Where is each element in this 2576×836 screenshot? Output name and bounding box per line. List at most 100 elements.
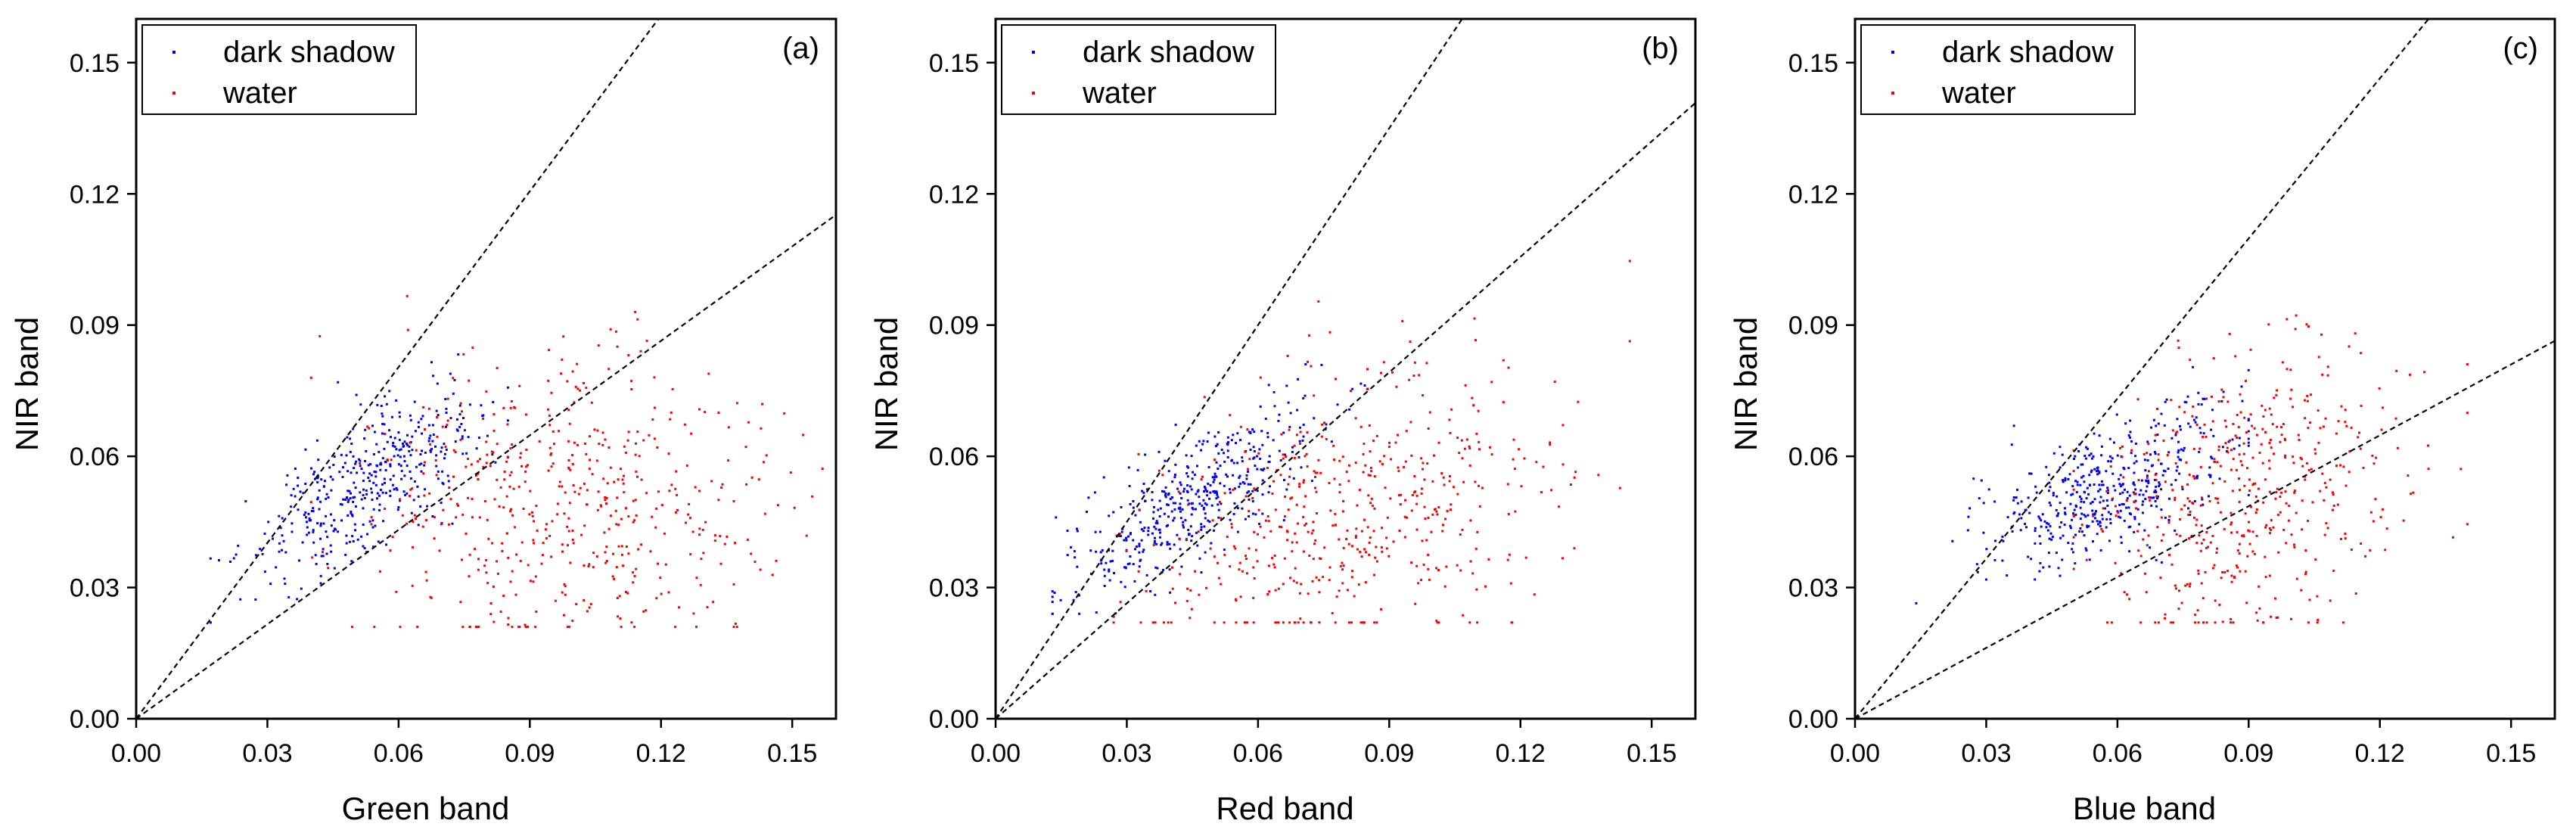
water-point: [2279, 496, 2282, 499]
dark-shadow-point: [2164, 516, 2167, 519]
water-point: [2243, 484, 2246, 487]
water-point: [2155, 495, 2158, 498]
dark-shadow-point: [1169, 591, 1172, 594]
dark-shadow-point: [2187, 507, 2189, 510]
water-point: [465, 532, 468, 535]
water-point: [723, 542, 726, 545]
dark-shadow-point: [350, 471, 353, 474]
dark-shadow-point: [1120, 580, 1123, 583]
dark-shadow-point: [492, 401, 495, 403]
dark-shadow-point: [2177, 449, 2180, 452]
water-point: [2260, 443, 2263, 446]
dark-shadow-point: [1139, 521, 1142, 524]
water-point: [2139, 621, 2143, 624]
dark-shadow-point: [1136, 468, 1139, 471]
water-point: [745, 483, 748, 486]
water-point: [563, 583, 566, 586]
water-point: [2304, 549, 2307, 552]
dark-shadow-point: [1967, 515, 1970, 518]
water-point: [2234, 434, 2237, 437]
water-point: [1253, 487, 1256, 490]
water-legend-marker: [172, 92, 176, 95]
water-point: [2149, 499, 2152, 502]
dark-shadow-point: [1169, 498, 1172, 500]
dark-shadow-point: [2093, 483, 2096, 486]
dark-shadow-point: [284, 551, 287, 554]
dark-shadow-point: [1132, 563, 1135, 566]
dark-shadow-point: [2189, 425, 2192, 428]
water-point: [1435, 510, 1438, 513]
water-point: [1223, 553, 1226, 556]
dark-shadow-point: [2083, 501, 2086, 504]
dark-shadow-point: [1220, 502, 1223, 505]
water-point: [593, 428, 596, 431]
dark-shadow-point: [353, 496, 356, 499]
water-point: [2174, 584, 2177, 587]
dark-shadow-point: [1114, 612, 1117, 615]
dark-shadow-point: [317, 475, 319, 478]
water-point: [1310, 532, 1313, 535]
water-point: [634, 499, 637, 502]
water-point: [1268, 590, 1271, 593]
water-point: [1512, 458, 1515, 461]
water-point: [2181, 486, 2184, 488]
water-point: [1213, 621, 1216, 624]
dark-shadow-point: [388, 390, 391, 393]
water-point: [538, 440, 541, 443]
water-point: [2186, 497, 2189, 500]
dark-shadow-point: [2077, 466, 2080, 469]
water-point: [1490, 453, 1493, 456]
water-point: [436, 416, 439, 418]
water-point: [2362, 466, 2365, 469]
dark-shadow-point: [403, 440, 406, 443]
dark-shadow-point: [2105, 526, 2108, 529]
dark-shadow-point: [2057, 567, 2060, 570]
water-point: [2251, 550, 2254, 553]
water-point: [710, 480, 713, 483]
water-point: [1456, 564, 1459, 567]
water-point: [1471, 572, 1474, 575]
dark-shadow-point: [2192, 418, 2195, 421]
water-point: [1535, 461, 1538, 464]
dark-shadow-point: [1074, 591, 1077, 594]
dark-shadow-point: [416, 485, 419, 488]
water-point: [401, 514, 404, 517]
water-point: [1431, 480, 1434, 483]
dark-shadow-point: [1278, 413, 1281, 416]
water-point: [508, 474, 511, 477]
water-point: [351, 626, 353, 629]
water-point: [2170, 563, 2174, 566]
dark-shadow-point: [403, 460, 406, 462]
dark-shadow-point: [310, 467, 312, 470]
dark-shadow-point: [2080, 500, 2083, 503]
water-point: [624, 451, 627, 454]
water-point: [2246, 555, 2249, 558]
dark-shadow-point: [261, 552, 264, 555]
water-point: [2251, 456, 2254, 459]
water-point: [2187, 513, 2190, 516]
dark-shadow-point: [239, 598, 242, 601]
water-point: [602, 477, 605, 480]
water-point: [583, 524, 586, 527]
dark-shadow-point: [2016, 502, 2019, 505]
water-point: [2105, 489, 2108, 493]
dark-shadow-point: [2084, 547, 2087, 550]
water-point: [2197, 569, 2200, 572]
water-point: [1217, 576, 1220, 580]
dark-shadow-point: [445, 425, 447, 428]
dark-shadow-point: [353, 523, 356, 526]
water-point: [1226, 536, 1229, 538]
water-point: [573, 401, 576, 404]
water-point: [1339, 564, 1342, 567]
dark-shadow-point: [1157, 528, 1161, 531]
water-point: [1520, 485, 1523, 488]
dark-shadow-point: [2155, 485, 2158, 488]
dark-shadow-point: [1179, 492, 1182, 495]
water-point: [1217, 561, 1219, 564]
water-point: [1266, 467, 1269, 469]
dark-shadow-point: [2071, 551, 2074, 554]
plot-frame: [994, 17, 1697, 720]
dark-shadow-point: [319, 537, 322, 540]
dark-shadow-point: [346, 436, 349, 439]
